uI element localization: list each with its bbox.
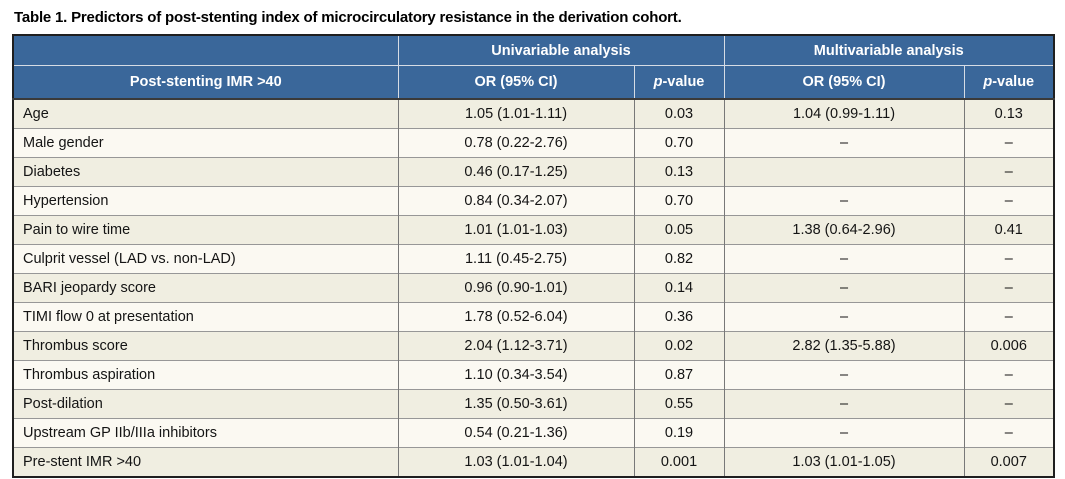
uni-or-value: 0.84 (0.34-2.07) bbox=[397, 186, 635, 216]
predictor-label: TIMI flow 0 at presentation bbox=[12, 302, 399, 332]
multi-pvalue-column-header: p-value bbox=[963, 65, 1055, 100]
predictor-label: Thrombus aspiration bbox=[12, 360, 399, 390]
table-header: Univariable analysis Multivariable analy… bbox=[12, 34, 1055, 100]
uni-or-value: 0.96 (0.90-1.01) bbox=[397, 273, 635, 303]
table-row: Thrombus aspiration 1.10 (0.34-3.54) 0.8… bbox=[12, 360, 1055, 390]
multivariable-group-header: Multivariable analysis bbox=[723, 34, 1055, 66]
table-row: Pain to wire time 1.01 (1.01-1.03) 0.05 … bbox=[12, 215, 1055, 245]
uni-or-value: 1.35 (0.50-3.61) bbox=[397, 389, 635, 419]
multi-p-value: – bbox=[963, 128, 1055, 158]
multi-p-value: 0.007 bbox=[963, 447, 1055, 477]
multi-or-value: 1.04 (0.99-1.11) bbox=[723, 98, 965, 129]
table-row: Pre-stent IMR >40 1.03 (1.01-1.04) 0.001… bbox=[12, 447, 1055, 477]
predictor-label: Upstream GP IIb/IIIa inhibitors bbox=[12, 418, 399, 448]
uni-or-value: 0.54 (0.21-1.36) bbox=[397, 418, 635, 448]
multi-p-value: – bbox=[963, 244, 1055, 274]
uni-or-value: 1.11 (0.45-2.75) bbox=[397, 244, 635, 274]
uni-p-value: 0.70 bbox=[633, 186, 725, 216]
multi-or-value: – bbox=[723, 244, 965, 274]
table-row: Age 1.05 (1.01-1.11) 0.03 1.04 (0.99-1.1… bbox=[12, 98, 1055, 129]
uni-p-value: 0.82 bbox=[633, 244, 725, 274]
uni-or-column-header: OR (95% CI) bbox=[397, 65, 635, 100]
predictors-table: Univariable analysis Multivariable analy… bbox=[12, 34, 1055, 478]
table-body: Age 1.05 (1.01-1.11) 0.03 1.04 (0.99-1.1… bbox=[12, 98, 1055, 477]
uni-or-value: 0.78 (0.22-2.76) bbox=[397, 128, 635, 158]
multi-or-value: – bbox=[723, 128, 965, 158]
multi-p-value: 0.13 bbox=[963, 98, 1055, 129]
predictor-label: Hypertension bbox=[12, 186, 399, 216]
multi-p-value: – bbox=[963, 273, 1055, 303]
table-row: Thrombus score 2.04 (1.12-3.71) 0.02 2.8… bbox=[12, 331, 1055, 361]
group-header-row: Univariable analysis Multivariable analy… bbox=[12, 34, 1055, 66]
uni-p-value: 0.14 bbox=[633, 273, 725, 303]
multi-or-value: – bbox=[723, 186, 965, 216]
multi-or-value bbox=[723, 157, 965, 187]
p-italic: p bbox=[983, 74, 993, 90]
multi-or-value: 1.03 (1.01-1.05) bbox=[723, 447, 965, 477]
multi-or-value: – bbox=[723, 360, 965, 390]
uni-or-value: 1.10 (0.34-3.54) bbox=[397, 360, 635, 390]
table-row: Upstream GP IIb/IIIa inhibitors 0.54 (0.… bbox=[12, 418, 1055, 448]
predictor-label: Culprit vessel (LAD vs. non-LAD) bbox=[12, 244, 399, 274]
predictor-label: Pre-stent IMR >40 bbox=[12, 447, 399, 477]
table-row: Culprit vessel (LAD vs. non-LAD) 1.11 (0… bbox=[12, 244, 1055, 274]
multi-or-value: – bbox=[723, 302, 965, 332]
table-caption: Table 1. Predictors of post-stenting ind… bbox=[14, 9, 682, 26]
predictor-label: Thrombus score bbox=[12, 331, 399, 361]
multi-or-value: – bbox=[723, 418, 965, 448]
predictor-label: BARI jeopardy score bbox=[12, 273, 399, 303]
uni-p-value: 0.19 bbox=[633, 418, 725, 448]
p-italic: p bbox=[653, 74, 663, 90]
predictor-label: Diabetes bbox=[12, 157, 399, 187]
multi-or-value: 2.82 (1.35-5.88) bbox=[723, 331, 965, 361]
uni-or-value: 1.03 (1.01-1.04) bbox=[397, 447, 635, 477]
uni-or-value: 0.46 (0.17-1.25) bbox=[397, 157, 635, 187]
p-rest: -value bbox=[992, 74, 1035, 90]
multi-p-value: – bbox=[963, 186, 1055, 216]
uni-or-value: 1.01 (1.01-1.03) bbox=[397, 215, 635, 245]
corner-cell bbox=[12, 34, 399, 66]
multi-or-value: – bbox=[723, 389, 965, 419]
predictor-label: Male gender bbox=[12, 128, 399, 158]
p-rest: -value bbox=[662, 74, 705, 90]
multi-p-value: – bbox=[963, 418, 1055, 448]
uni-p-value: 0.03 bbox=[633, 98, 725, 129]
uni-p-value: 0.02 bbox=[633, 331, 725, 361]
table-row: Post-dilation 1.35 (0.50-3.61) 0.55 – – bbox=[12, 389, 1055, 419]
column-header-row: Post-stenting IMR >40 OR (95% CI) p-valu… bbox=[12, 65, 1055, 100]
uni-pvalue-column-header: p-value bbox=[633, 65, 725, 100]
uni-p-value: 0.05 bbox=[633, 215, 725, 245]
multi-p-value: 0.41 bbox=[963, 215, 1055, 245]
multi-or-value: 1.38 (0.64-2.96) bbox=[723, 215, 965, 245]
multi-or-column-header: OR (95% CI) bbox=[723, 65, 965, 100]
predictor-label: Post-dilation bbox=[12, 389, 399, 419]
multi-p-value: – bbox=[963, 389, 1055, 419]
predictor-column-header: Post-stenting IMR >40 bbox=[12, 65, 399, 100]
multi-p-value: – bbox=[963, 360, 1055, 390]
uni-or-value: 2.04 (1.12-3.71) bbox=[397, 331, 635, 361]
uni-p-value: 0.13 bbox=[633, 157, 725, 187]
uni-p-value: 0.70 bbox=[633, 128, 725, 158]
uni-p-value: 0.87 bbox=[633, 360, 725, 390]
table-row: TIMI flow 0 at presentation 1.78 (0.52-6… bbox=[12, 302, 1055, 332]
uni-or-value: 1.78 (0.52-6.04) bbox=[397, 302, 635, 332]
table-row: BARI jeopardy score 0.96 (0.90-1.01) 0.1… bbox=[12, 273, 1055, 303]
univariable-group-header: Univariable analysis bbox=[397, 34, 725, 66]
uni-or-value: 1.05 (1.01-1.11) bbox=[397, 98, 635, 129]
table-row: Hypertension 0.84 (0.34-2.07) 0.70 – – bbox=[12, 186, 1055, 216]
multi-or-value: – bbox=[723, 273, 965, 303]
uni-p-value: 0.36 bbox=[633, 302, 725, 332]
predictor-label: Pain to wire time bbox=[12, 215, 399, 245]
multi-p-value: – bbox=[963, 157, 1055, 187]
predictor-label: Age bbox=[12, 98, 399, 129]
multi-p-value: 0.006 bbox=[963, 331, 1055, 361]
multi-p-value: – bbox=[963, 302, 1055, 332]
uni-p-value: 0.55 bbox=[633, 389, 725, 419]
table-row: Diabetes 0.46 (0.17-1.25) 0.13 – bbox=[12, 157, 1055, 187]
table-row: Male gender 0.78 (0.22-2.76) 0.70 – – bbox=[12, 128, 1055, 158]
uni-p-value: 0.001 bbox=[633, 447, 725, 477]
